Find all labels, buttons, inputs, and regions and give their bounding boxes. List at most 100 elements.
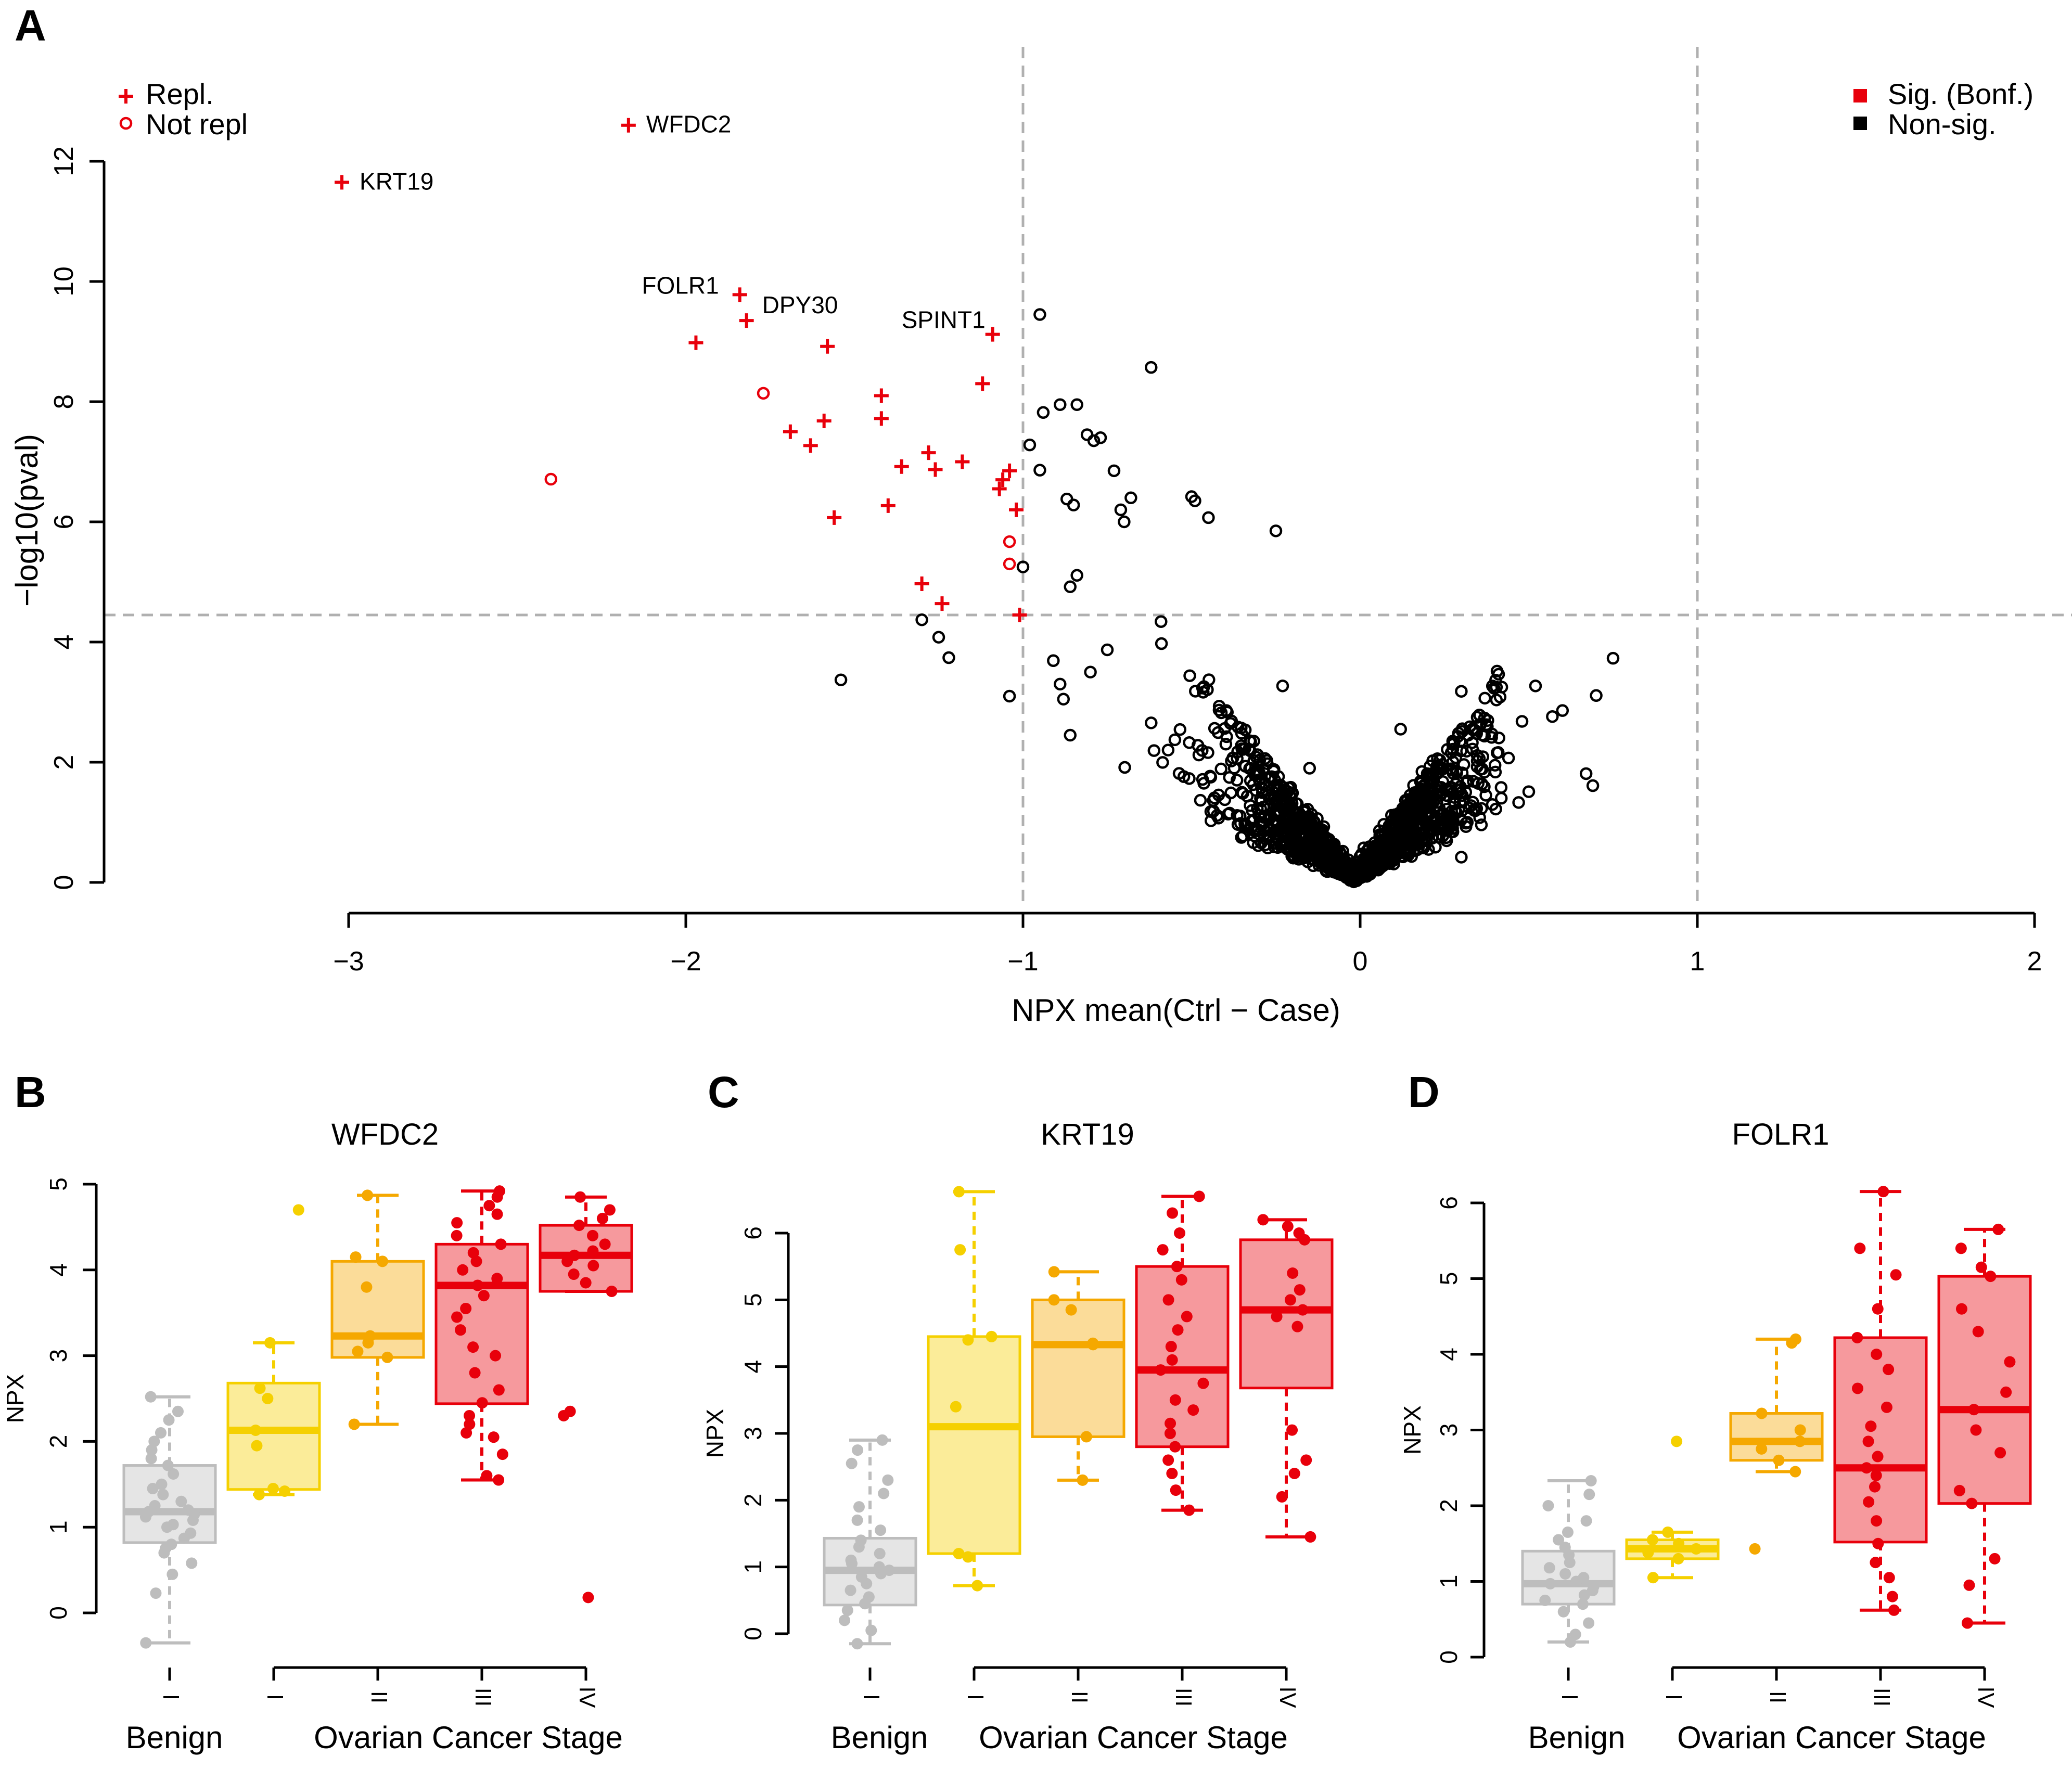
data-point bbox=[1756, 1443, 1768, 1455]
data-point bbox=[1585, 1475, 1597, 1486]
data-point bbox=[1165, 1417, 1176, 1429]
nonsig-point bbox=[1288, 846, 1302, 859]
data-point bbox=[267, 1483, 279, 1495]
nonsig-point bbox=[1328, 845, 1341, 858]
nonsig-point bbox=[1422, 767, 1435, 780]
panel-letter: B bbox=[15, 1068, 46, 1117]
data-point bbox=[568, 1249, 580, 1261]
nonsig-point bbox=[1155, 637, 1168, 650]
nonsig-point bbox=[1118, 515, 1131, 529]
nonsig-point bbox=[1586, 779, 1600, 792]
data-point bbox=[1869, 1481, 1881, 1493]
data-point bbox=[1773, 1454, 1785, 1466]
data-point bbox=[1985, 1271, 1997, 1283]
y-tick-label: 5 bbox=[1435, 1272, 1462, 1286]
nonsig-point bbox=[1414, 822, 1427, 836]
y-tick-label: 4 bbox=[1435, 1348, 1462, 1361]
legend-nonsig-label: Non-sig. bbox=[1888, 108, 1997, 140]
data-point bbox=[839, 1614, 851, 1626]
y-tick-label: 1 bbox=[1435, 1575, 1462, 1588]
data-point bbox=[157, 1489, 169, 1501]
data-point bbox=[1970, 1424, 1982, 1436]
data-point bbox=[1048, 1266, 1060, 1278]
group-label: II bbox=[1765, 1691, 1790, 1703]
nonsig-point bbox=[1201, 746, 1214, 759]
nonsig-point bbox=[1394, 723, 1408, 736]
data-point bbox=[156, 1478, 168, 1490]
sig-not-repl-point bbox=[544, 472, 558, 486]
data-point bbox=[464, 1409, 476, 1421]
nonsig-point bbox=[1446, 738, 1459, 751]
sig-repl-point bbox=[621, 118, 636, 133]
data-point bbox=[1167, 1207, 1179, 1219]
nonsig-point bbox=[1346, 871, 1359, 884]
nonsig-point bbox=[1060, 492, 1073, 506]
data-point bbox=[1671, 1435, 1683, 1447]
nonsig-point bbox=[1147, 744, 1161, 757]
data-point bbox=[1539, 1594, 1551, 1606]
gene-label: WFDC2 bbox=[646, 111, 732, 138]
sig-repl-point bbox=[335, 175, 350, 190]
data-point bbox=[469, 1367, 481, 1379]
data-point bbox=[1155, 1364, 1167, 1376]
x-tick-label: −2 bbox=[670, 946, 701, 977]
data-point bbox=[162, 1459, 174, 1471]
nonsig-point bbox=[1453, 735, 1467, 748]
box-group bbox=[330, 1189, 425, 1430]
data-point bbox=[953, 1186, 965, 1198]
data-point bbox=[182, 1504, 194, 1516]
nonsig-point bbox=[1196, 773, 1209, 786]
sig-repl-point bbox=[1012, 608, 1027, 623]
nonsig-point bbox=[1522, 785, 1536, 798]
nonsig-point bbox=[1269, 524, 1283, 537]
data-point bbox=[953, 1548, 965, 1559]
nonsig-point bbox=[1219, 738, 1233, 751]
nonsig-point bbox=[1223, 771, 1236, 784]
y-tick-label: 2 bbox=[739, 1494, 766, 1507]
data-point bbox=[1872, 1451, 1884, 1463]
nonsig-point bbox=[1236, 787, 1249, 800]
nonsig-point bbox=[1460, 816, 1473, 830]
nonsig-point bbox=[1064, 728, 1077, 742]
y-tick-label: 0 bbox=[45, 1606, 72, 1620]
data-point bbox=[476, 1397, 488, 1409]
data-point bbox=[491, 1273, 503, 1285]
data-point bbox=[361, 1281, 373, 1293]
data-point bbox=[250, 1424, 262, 1436]
nonsig-point bbox=[1220, 730, 1233, 743]
nonsig-point bbox=[1420, 833, 1433, 846]
nonsig-point bbox=[1606, 651, 1620, 665]
nonsig-point bbox=[1444, 780, 1457, 793]
data-point bbox=[1276, 1491, 1288, 1503]
group-label: II bbox=[1067, 1691, 1092, 1703]
y-tick-label: 4 bbox=[739, 1360, 766, 1374]
sig-repl-point bbox=[935, 596, 950, 611]
data-point bbox=[364, 1330, 376, 1342]
data-point bbox=[254, 1382, 266, 1394]
data-point bbox=[496, 1448, 508, 1460]
data-point bbox=[1562, 1526, 1574, 1538]
sig-not-repl-point bbox=[1003, 557, 1016, 571]
box-group bbox=[823, 1434, 917, 1650]
box-group bbox=[1031, 1266, 1125, 1486]
sig-repl-point bbox=[874, 388, 889, 403]
y-tick-label: 6 bbox=[49, 515, 79, 530]
data-point bbox=[845, 1554, 857, 1566]
data-point bbox=[1953, 1484, 1965, 1496]
data-point bbox=[1690, 1543, 1702, 1555]
data-point bbox=[1870, 1557, 1882, 1569]
data-point bbox=[493, 1474, 505, 1486]
legend-sig-icon bbox=[1853, 89, 1867, 102]
nonsig-point bbox=[1414, 783, 1427, 796]
data-point bbox=[262, 1393, 274, 1404]
nonsig-point bbox=[1590, 689, 1603, 702]
y-tick-label: 0 bbox=[49, 875, 79, 890]
nonsig-point bbox=[1455, 685, 1468, 698]
nonsig-point bbox=[1494, 781, 1508, 794]
data-point bbox=[1852, 1382, 1864, 1394]
data-point bbox=[1646, 1534, 1658, 1546]
nonsig-point bbox=[1156, 756, 1169, 769]
nonsig-point bbox=[1284, 780, 1297, 794]
